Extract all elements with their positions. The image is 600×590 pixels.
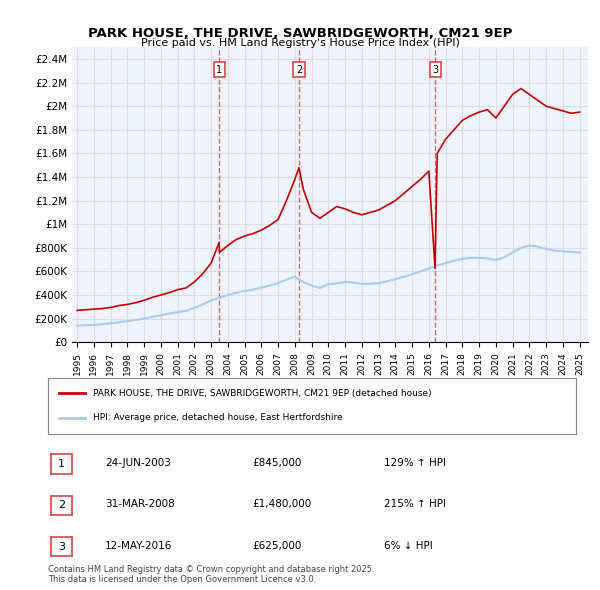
Text: £1,480,000: £1,480,000	[252, 500, 311, 509]
Text: 6% ↓ HPI: 6% ↓ HPI	[384, 541, 433, 550]
Text: 3: 3	[58, 542, 65, 552]
Text: £625,000: £625,000	[252, 541, 301, 550]
Text: 1: 1	[216, 65, 222, 74]
Text: 215% ↑ HPI: 215% ↑ HPI	[384, 500, 446, 509]
Text: 3: 3	[432, 65, 438, 74]
Text: 2: 2	[296, 65, 302, 74]
Text: 1: 1	[58, 459, 65, 469]
Text: 12-MAY-2016: 12-MAY-2016	[105, 541, 172, 550]
Text: 2: 2	[58, 500, 65, 510]
Text: Price paid vs. HM Land Registry's House Price Index (HPI): Price paid vs. HM Land Registry's House …	[140, 38, 460, 48]
Text: £845,000: £845,000	[252, 458, 301, 468]
Text: 24-JUN-2003: 24-JUN-2003	[105, 458, 171, 468]
Text: PARK HOUSE, THE DRIVE, SAWBRIDGEWORTH, CM21 9EP (detached house): PARK HOUSE, THE DRIVE, SAWBRIDGEWORTH, C…	[93, 389, 431, 398]
Text: PARK HOUSE, THE DRIVE, SAWBRIDGEWORTH, CM21 9EP: PARK HOUSE, THE DRIVE, SAWBRIDGEWORTH, C…	[88, 27, 512, 40]
Text: Contains HM Land Registry data © Crown copyright and database right 2025.
This d: Contains HM Land Registry data © Crown c…	[48, 565, 374, 584]
Text: 31-MAR-2008: 31-MAR-2008	[105, 500, 175, 509]
Text: 129% ↑ HPI: 129% ↑ HPI	[384, 458, 446, 468]
Text: HPI: Average price, detached house, East Hertfordshire: HPI: Average price, detached house, East…	[93, 414, 343, 422]
